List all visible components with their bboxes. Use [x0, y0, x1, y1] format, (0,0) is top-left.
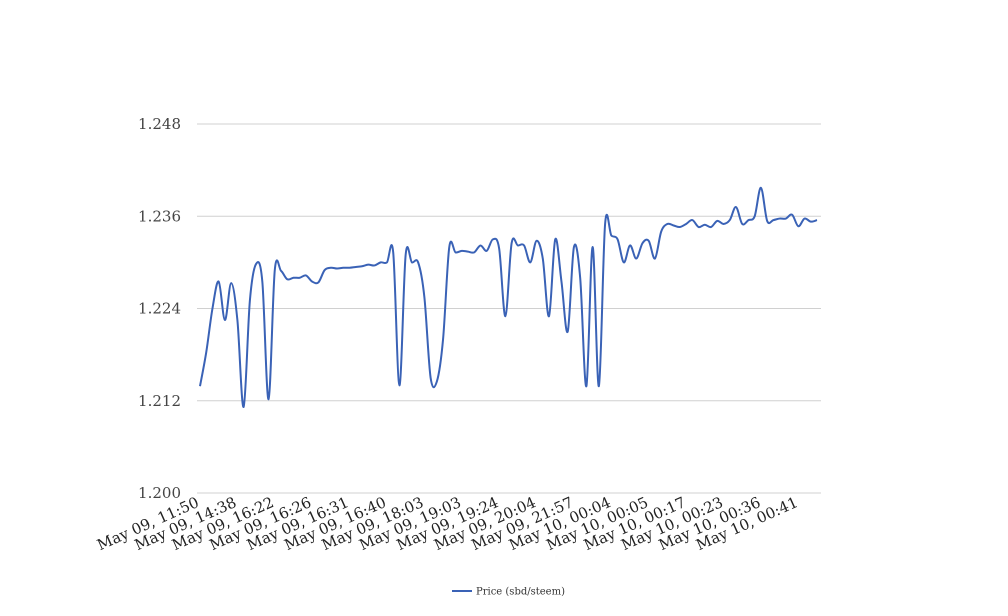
y-tick-label: 1.224 — [138, 300, 181, 318]
y-axis-ticks: 1.200 1.212 1.224 1.236 1.248 — [138, 115, 181, 502]
legend: Price (sbd/steem) — [452, 587, 565, 598]
y-tick-label: 1.212 — [138, 392, 181, 410]
legend-label: Price (sbd/steem) — [476, 587, 565, 598]
y-tick-label: 1.248 — [138, 115, 181, 133]
series-line-price — [199, 186, 818, 408]
y-tick-label: 1.236 — [138, 207, 181, 225]
gridlines — [197, 123, 821, 494]
series-layer — [199, 186, 818, 408]
y-tick-label: 1.200 — [138, 484, 181, 502]
